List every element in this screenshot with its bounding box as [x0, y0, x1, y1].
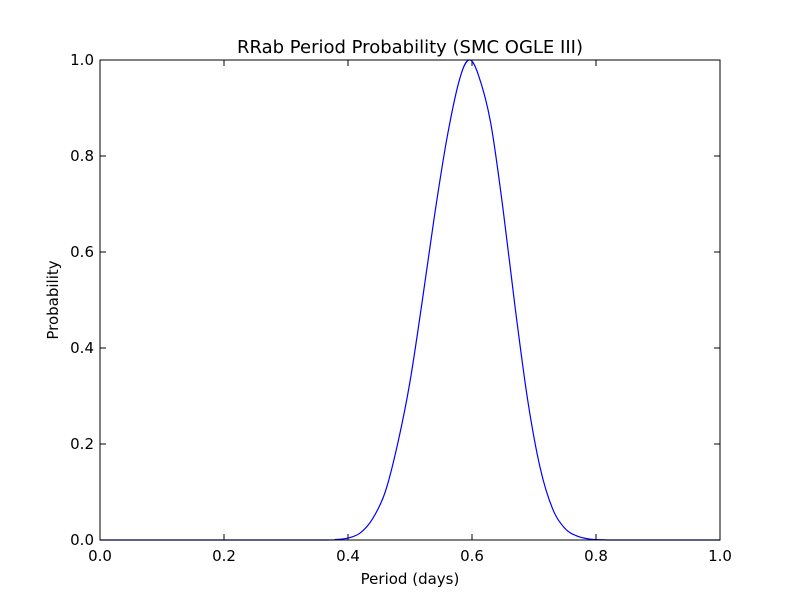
y-axis-label: Probability — [44, 260, 62, 339]
y-tick-label: 1.0 — [70, 51, 94, 69]
y-tick-label: 0.6 — [70, 243, 94, 261]
chart-title: RRab Period Probability (SMC OGLE III) — [237, 37, 583, 58]
x-tick-label: 0.8 — [584, 547, 608, 565]
y-tick-label: 0.4 — [70, 339, 94, 357]
x-tick-label: 0.4 — [336, 547, 360, 565]
x-tick-label: 0.6 — [460, 547, 484, 565]
x-axis-label: Period (days) — [361, 570, 460, 588]
x-tick-label: 1.0 — [708, 547, 732, 565]
x-tick-label: 0.0 — [88, 547, 112, 565]
y-tick-label: 0.2 — [70, 435, 94, 453]
y-tick-label: 0.0 — [70, 531, 94, 549]
plot-frame — [99, 59, 721, 541]
x-tick-label: 0.2 — [212, 547, 236, 565]
y-tick-label: 0.8 — [70, 147, 94, 165]
